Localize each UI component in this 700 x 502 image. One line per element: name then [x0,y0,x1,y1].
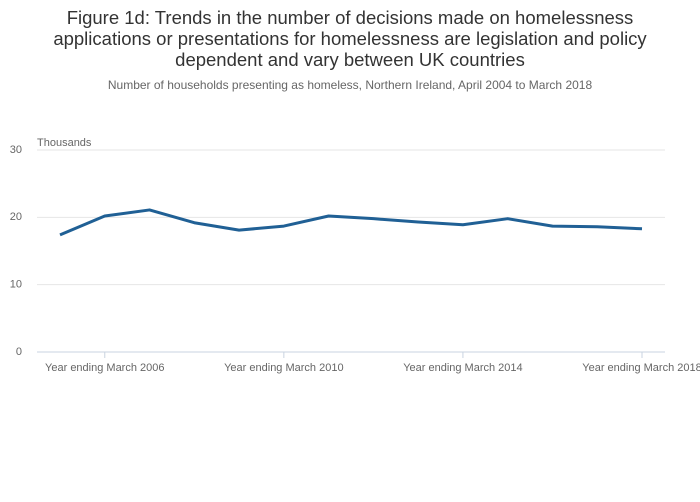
chart-title: Figure 1d: Trends in the number of decis… [53,7,647,70]
y-axis-label: Thousands [37,137,92,149]
y-tick-label: 10 [10,279,22,291]
y-tick-label: 30 [10,144,22,156]
x-tick-label: Year ending March 2006 [45,362,164,374]
x-tick-label: Year ending March 2018 [582,362,700,374]
chart-subtitle: Number of households presenting as homel… [107,78,593,92]
data-line [59,208,643,237]
y-tick-label: 20 [10,211,22,223]
y-tick-label: 0 [16,346,22,358]
x-tick-label: Year ending March 2014 [403,362,522,374]
x-tick-label: Year ending March 2010 [224,362,343,374]
